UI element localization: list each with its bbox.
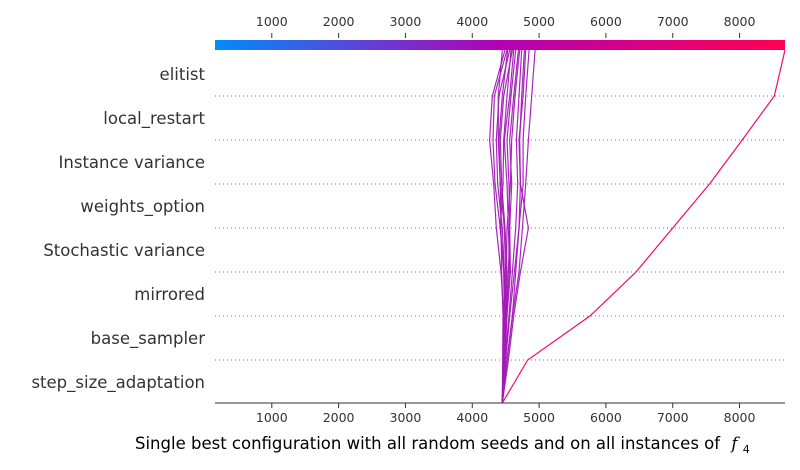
bottom-tick-label: 7000 xyxy=(657,410,689,425)
decision-line xyxy=(498,49,509,404)
bottom-tick-label: 1000 xyxy=(256,410,288,425)
bottom-tick-label: 8000 xyxy=(724,410,756,425)
decision-line xyxy=(499,49,512,404)
decision-line xyxy=(501,49,536,404)
decision-lines xyxy=(488,49,786,404)
feature-label: Instance variance xyxy=(59,153,205,172)
bottom-tick-label: 3000 xyxy=(390,410,422,425)
decision-line xyxy=(501,49,530,404)
top-axis: 1000 2000 3000 4000 5000 6000 7000 8000 xyxy=(256,14,756,38)
bottom-tick-label: 4000 xyxy=(456,410,488,425)
top-tick-label: 4000 xyxy=(456,14,488,29)
bottom-tick-label: 2000 xyxy=(323,410,355,425)
bottom-tick-label: 5000 xyxy=(523,410,555,425)
feature-label: weights_option xyxy=(80,197,205,217)
bottom-axis: 1000 2000 3000 4000 5000 6000 7000 8000 xyxy=(256,403,756,425)
feature-label: Stochastic variance xyxy=(43,241,205,260)
decision-line xyxy=(501,49,519,404)
feature-label: base_sampler xyxy=(91,329,206,349)
top-tick-label: 3000 xyxy=(390,14,422,29)
colorbar xyxy=(215,40,785,50)
feature-label: mirrored xyxy=(134,285,205,304)
x-axis-label-subscript: 4 xyxy=(743,443,750,456)
top-tick-label: 8000 xyxy=(724,14,756,29)
x-axis-label-math: f xyxy=(729,434,740,453)
feature-label: local_restart xyxy=(103,109,205,129)
bottom-tick-label: 6000 xyxy=(590,410,622,425)
feature-label: elitist xyxy=(160,65,206,84)
top-tick-label: 6000 xyxy=(590,14,622,29)
top-tick-label: 7000 xyxy=(657,14,689,29)
x-axis-label-text: Single best configuration with all rando… xyxy=(135,434,721,453)
top-tick-label: 1000 xyxy=(256,14,288,29)
feature-labels: elitist local_restart Instance variance wei… xyxy=(31,65,205,393)
top-tick-label: 2000 xyxy=(323,14,355,29)
decision-line xyxy=(501,49,523,404)
decision-line xyxy=(501,49,530,404)
feature-label: step_size_adaptation xyxy=(31,373,205,393)
x-axis-label: Single best configuration with all rando… xyxy=(135,434,750,456)
top-tick-label: 5000 xyxy=(523,14,555,29)
decision-line-outlier xyxy=(501,49,786,404)
